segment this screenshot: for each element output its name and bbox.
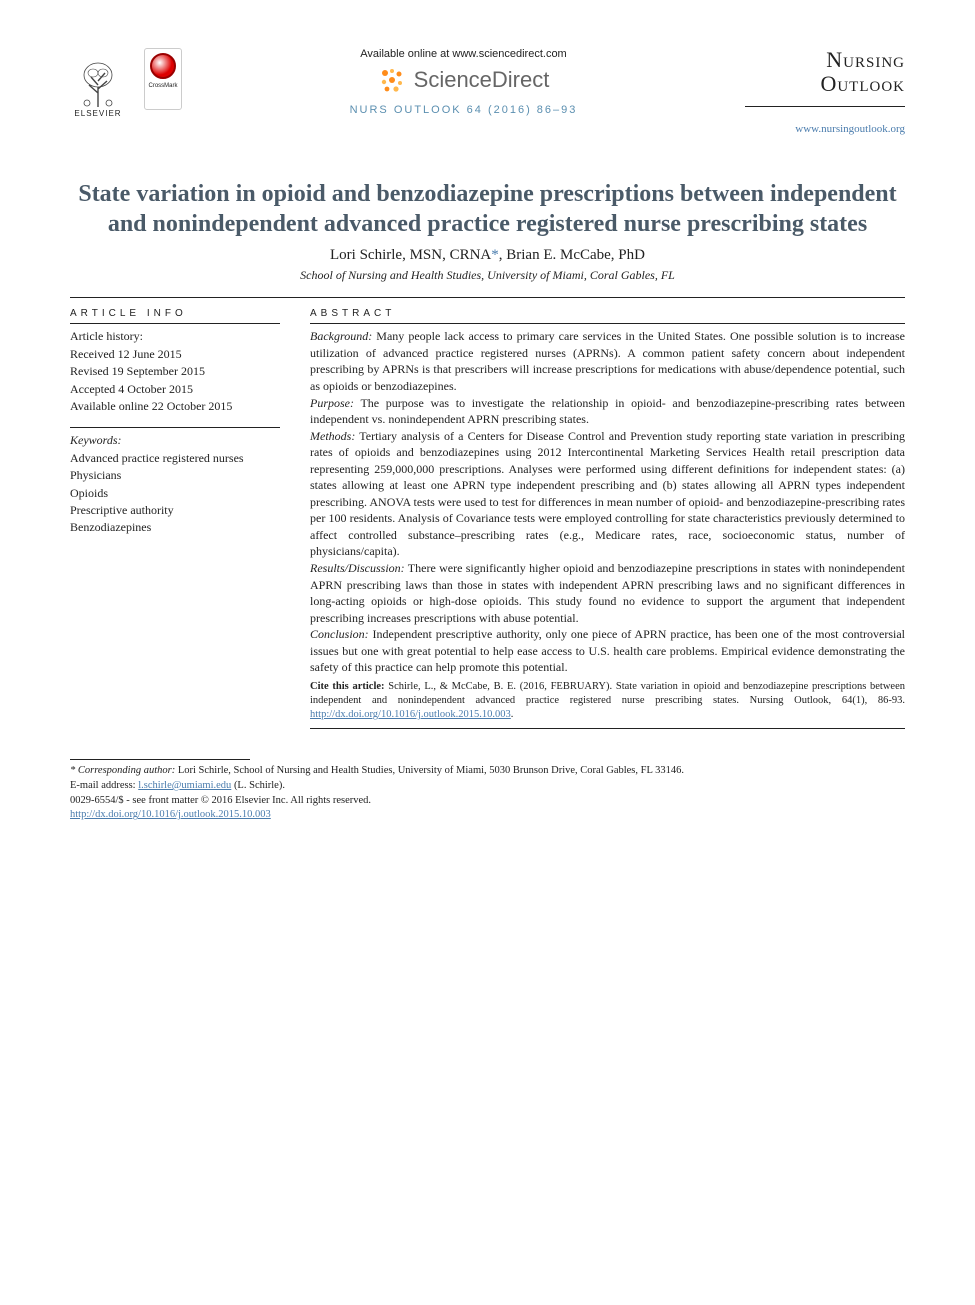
header-row: ELSEVIER CrossMark Available online at w… (70, 48, 905, 135)
abstract-heading: ABSTRACT (310, 308, 905, 319)
results-label: Results/Discussion: (310, 561, 405, 575)
revised-date: Revised 19 September 2015 (70, 363, 280, 380)
cite-block: Cite this article: Schirle, L., & McCabe… (310, 680, 905, 723)
methods-label: Methods: (310, 429, 355, 443)
footer-rule (70, 759, 250, 760)
crossmark-badge[interactable]: CrossMark (144, 48, 182, 110)
article-history: Article history: Received 12 June 2015 R… (70, 328, 280, 415)
corr-label: * Corresponding author: (70, 765, 175, 776)
journal-link[interactable]: www.nursingoutlook.org (745, 123, 905, 135)
cite-label: Cite this article: (310, 681, 385, 692)
footer-block: * Corresponding author: Lori Schirle, Sc… (70, 764, 905, 823)
elsevier-logo[interactable]: ELSEVIER (70, 48, 126, 118)
purpose-label: Purpose: (310, 396, 354, 410)
elsevier-label: ELSEVIER (74, 109, 121, 118)
affiliation: School of Nursing and Health Studies, Un… (70, 268, 905, 283)
author-2: , Brian E. McCabe, PhD (499, 247, 645, 263)
sciencedirect-row[interactable]: ScienceDirect (200, 66, 727, 94)
author-1: Lori Schirle, MSN, CRNA (330, 247, 491, 263)
corr-text: Lori Schirle, School of Nursing and Heal… (175, 765, 684, 776)
keyword-5: Benzodiazepines (70, 519, 280, 536)
accepted-date: Accepted 4 October 2015 (70, 381, 280, 398)
keyword-2: Physicians (70, 467, 280, 484)
corresponding-star[interactable]: * (491, 247, 499, 263)
methods-text: Tertiary analysis of a Centers for Disea… (310, 429, 905, 559)
available-online-text: Available online at www.sciencedirect.co… (200, 48, 727, 60)
email-link[interactable]: l.schirle@umiami.edu (138, 780, 231, 791)
conclusion-label: Conclusion: (310, 627, 369, 641)
cite-text: Schirle, L., & McCabe, B. E. (2016, FEBR… (310, 681, 905, 706)
article-info-heading: ARTICLE INFO (70, 308, 280, 319)
online-date: Available online 22 October 2015 (70, 398, 280, 415)
background-text: Many people lack access to primary care … (310, 329, 905, 393)
keywords-label: Keywords: (70, 432, 280, 449)
purpose-text: The purpose was to investigate the relat… (310, 396, 905, 427)
keyword-3: Opioids (70, 485, 280, 502)
keyword-1: Advanced practice registered nurses (70, 450, 280, 467)
crossmark-icon (150, 53, 176, 79)
elsevier-tree-icon (75, 59, 121, 109)
article-title: State variation in opioid and benzodiaze… (70, 179, 905, 239)
authors-line: Lori Schirle, MSN, CRNA*, Brian E. McCab… (70, 247, 905, 264)
email-label: E-mail address: (70, 780, 138, 791)
journal-name: Nursing Outlook (745, 48, 905, 96)
crossmark-label: CrossMark (149, 83, 178, 89)
keyword-4: Prescriptive authority (70, 502, 280, 519)
corresponding-author: * Corresponding author: Lori Schirle, Sc… (70, 764, 905, 779)
background-label: Background: (310, 329, 372, 343)
received-date: Received 12 June 2015 (70, 346, 280, 363)
email-tail: (L. Schirle). (231, 780, 285, 791)
abstract-body: Background: Many people lack access to p… (310, 328, 905, 722)
sciencedirect-icon (378, 66, 406, 94)
sciencedirect-label: ScienceDirect (414, 67, 550, 93)
email-line: E-mail address: l.schirle@umiami.edu (L.… (70, 779, 905, 794)
footer-doi-link[interactable]: http://dx.doi.org/10.1016/j.outlook.2015… (70, 809, 271, 820)
conclusion-text: Independent prescriptive authority, only… (310, 627, 905, 674)
header-right: Nursing Outlook www.nursingoutlook.org (745, 48, 905, 135)
keywords-block: Keywords: Advanced practice registered n… (70, 432, 280, 536)
header-center: Available online at www.sciencedirect.co… (200, 48, 727, 116)
issn-line: 0029-6554/$ - see front matter © 2016 El… (70, 794, 905, 809)
abstract-col: ABSTRACT Background: Many people lack ac… (310, 308, 905, 733)
body-two-col: ARTICLE INFO Article history: Received 1… (70, 308, 905, 733)
article-info-col: ARTICLE INFO Article history: Received 1… (70, 308, 280, 733)
history-label: Article history: (70, 328, 280, 345)
journal-reference: NURS OUTLOOK 64 (2016) 86–93 (200, 104, 727, 116)
cite-doi-link[interactable]: http://dx.doi.org/10.1016/j.outlook.2015… (310, 709, 511, 720)
